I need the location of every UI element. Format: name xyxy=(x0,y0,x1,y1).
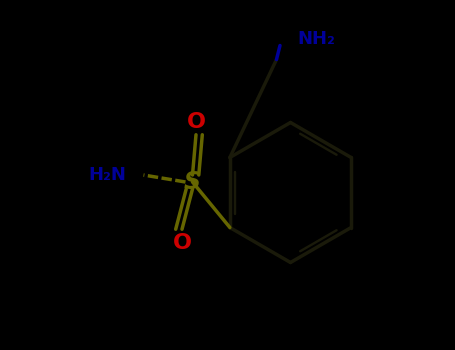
Text: NH₂: NH₂ xyxy=(298,29,335,48)
Text: S: S xyxy=(184,170,201,194)
Text: O: O xyxy=(172,233,192,253)
Text: O: O xyxy=(187,112,206,133)
Text: H₂N: H₂N xyxy=(88,166,126,184)
